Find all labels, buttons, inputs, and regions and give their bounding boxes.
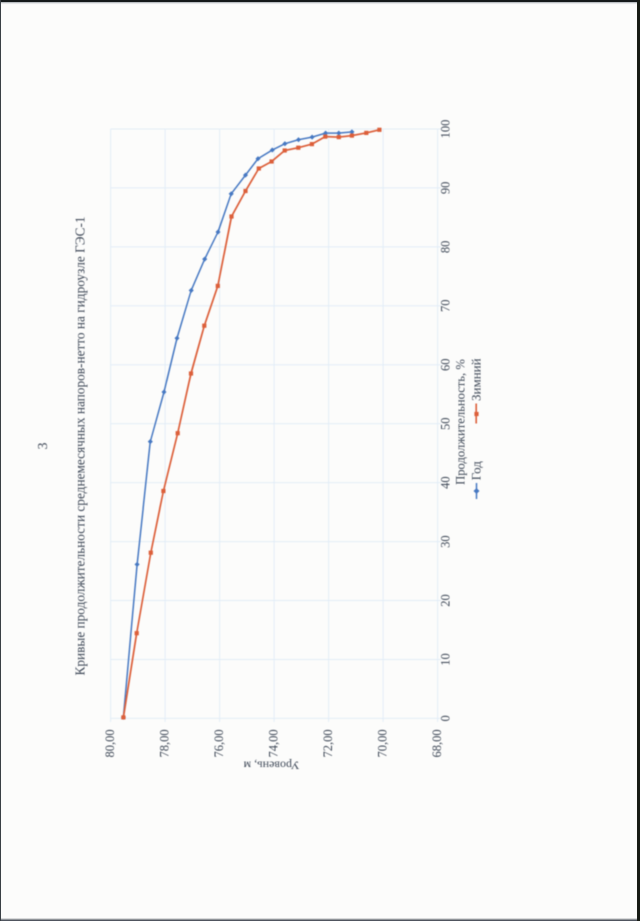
svg-text:Продолжительность, %: Продолжительность, %: [454, 359, 468, 485]
svg-text:70: 70: [438, 300, 452, 313]
svg-text:Уровень, м: Уровень, м: [243, 759, 299, 773]
svg-text:90: 90: [438, 182, 452, 195]
svg-text:80: 80: [438, 241, 452, 254]
svg-text:72,00: 72,00: [321, 729, 335, 757]
svg-text:Зимний: Зимний: [468, 358, 483, 401]
svg-text:10: 10: [438, 653, 452, 666]
svg-text:20: 20: [438, 594, 452, 607]
svg-text:80,00: 80,00: [103, 729, 117, 757]
svg-text:Кривые продолжительности средн: Кривые продолжительности среднемесячных …: [72, 216, 87, 675]
svg-text:3: 3: [36, 443, 51, 450]
svg-text:74,00: 74,00: [267, 729, 281, 757]
svg-text:70,00: 70,00: [376, 729, 390, 757]
svg-text:78,00: 78,00: [158, 729, 172, 757]
svg-text:100: 100: [438, 120, 452, 139]
svg-text:30: 30: [438, 535, 452, 548]
svg-text:40: 40: [438, 476, 452, 489]
svg-text:76,00: 76,00: [212, 729, 226, 757]
svg-text:0: 0: [438, 715, 452, 721]
svg-text:Год: Год: [469, 461, 484, 480]
svg-text:50: 50: [438, 417, 452, 430]
svg-text:68,00: 68,00: [430, 729, 444, 757]
svg-text:60: 60: [438, 359, 452, 372]
